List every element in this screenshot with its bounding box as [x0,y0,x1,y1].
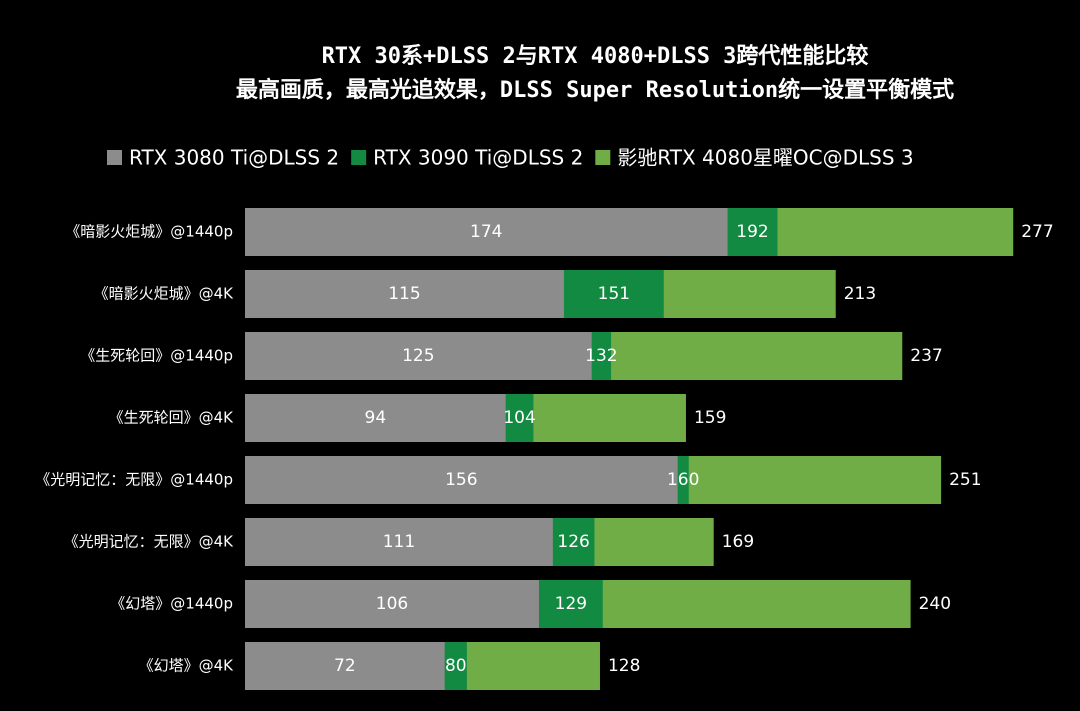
chart-subtitle: 最高画质，最高光追效果，DLSS Super Resolution统一设置平衡模… [236,77,954,103]
value-label: 192 [736,222,768,242]
category-label: 《光明记忆：无限》@4K [64,533,235,551]
legend-swatch [351,150,367,165]
value-label: 126 [557,532,589,552]
value-label: 104 [503,408,535,428]
value-label: 115 [388,284,420,304]
value-label: 251 [949,470,981,490]
bar [245,332,592,380]
value-label: 277 [1021,222,1053,242]
category-label: 《光明记忆：无限》@1440p [35,471,233,489]
bar [245,270,564,318]
category-label: 《幻塔》@1440p [110,595,233,613]
category-label: 《生死轮回》@1440p [80,347,233,365]
category-label: 《生死轮回》@4K [109,409,235,427]
value-label: 151 [598,284,630,304]
value-label: 213 [844,284,876,304]
category-label: 《暗影火炬城》@1440p [65,223,233,241]
value-label: 94 [365,408,387,428]
value-label: 80 [445,656,467,676]
legend-label: RTX 3080 Ti@DLSS 2 [129,146,339,170]
category-label: 《暗影火炬城》@4K [94,285,235,303]
bar [245,580,539,628]
value-label: 125 [402,346,434,366]
bar [245,394,506,442]
bar [245,208,728,256]
legend-swatch [595,150,611,165]
bar [245,456,678,504]
value-label: 129 [555,594,587,614]
legend-swatch [107,150,122,165]
value-label: 174 [470,222,502,242]
value-label: 156 [445,470,477,490]
value-label: 169 [722,532,754,552]
value-label: 111 [383,532,415,552]
value-label: 159 [694,408,726,428]
category-label: 《幻塔》@4K [139,657,235,675]
value-label: 237 [910,346,942,366]
chart-title: RTX 30系+DLSS 2与RTX 4080+DLSS 3跨代性能比较 [322,43,869,69]
bar [245,642,445,690]
value-label: 128 [608,656,640,676]
value-label: 72 [334,656,356,676]
bar [245,518,553,566]
value-label: 132 [585,346,617,366]
value-label: 240 [919,594,951,614]
legend-label: 影驰RTX 4080星曜OC@DLSS 3 [617,146,913,170]
value-label: 160 [667,470,699,490]
value-label: 106 [376,594,408,614]
legend-label: RTX 3090 Ti@DLSS 2 [373,146,583,170]
